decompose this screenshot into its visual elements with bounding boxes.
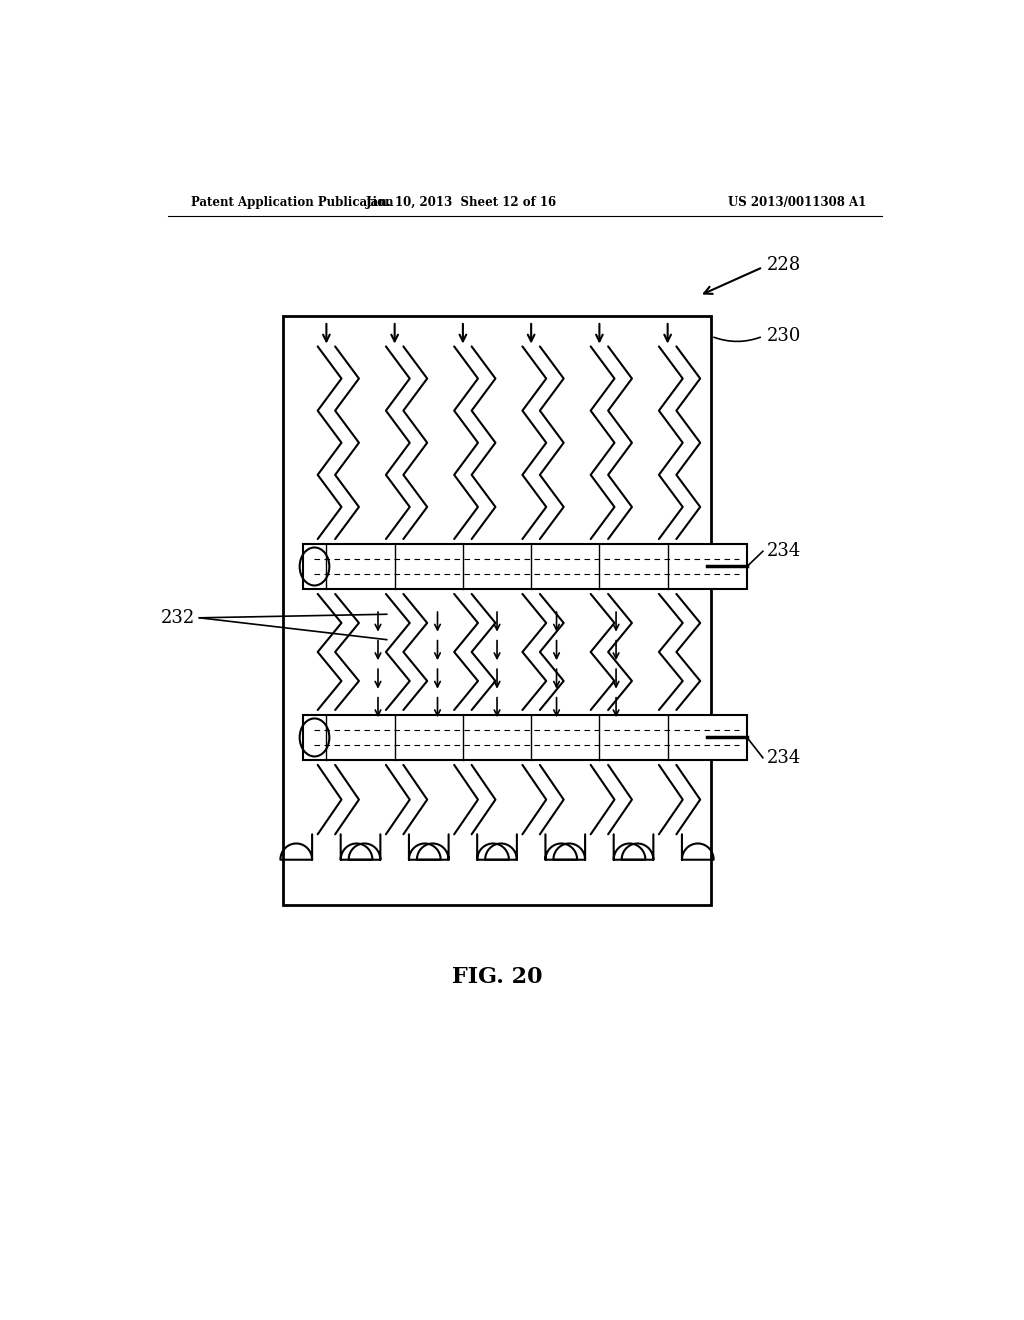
Text: FIG. 20: FIG. 20 xyxy=(452,966,543,987)
Text: 232: 232 xyxy=(161,609,196,627)
Text: Patent Application Publication: Patent Application Publication xyxy=(191,195,394,209)
Bar xyxy=(283,315,712,906)
Text: 228: 228 xyxy=(767,256,801,275)
Bar xyxy=(303,544,748,589)
Text: Jan. 10, 2013  Sheet 12 of 16: Jan. 10, 2013 Sheet 12 of 16 xyxy=(366,195,557,209)
Bar xyxy=(303,715,748,760)
Text: 234: 234 xyxy=(767,748,801,767)
Text: 230: 230 xyxy=(767,327,801,346)
Text: 234: 234 xyxy=(767,543,801,560)
Text: US 2013/0011308 A1: US 2013/0011308 A1 xyxy=(728,195,866,209)
